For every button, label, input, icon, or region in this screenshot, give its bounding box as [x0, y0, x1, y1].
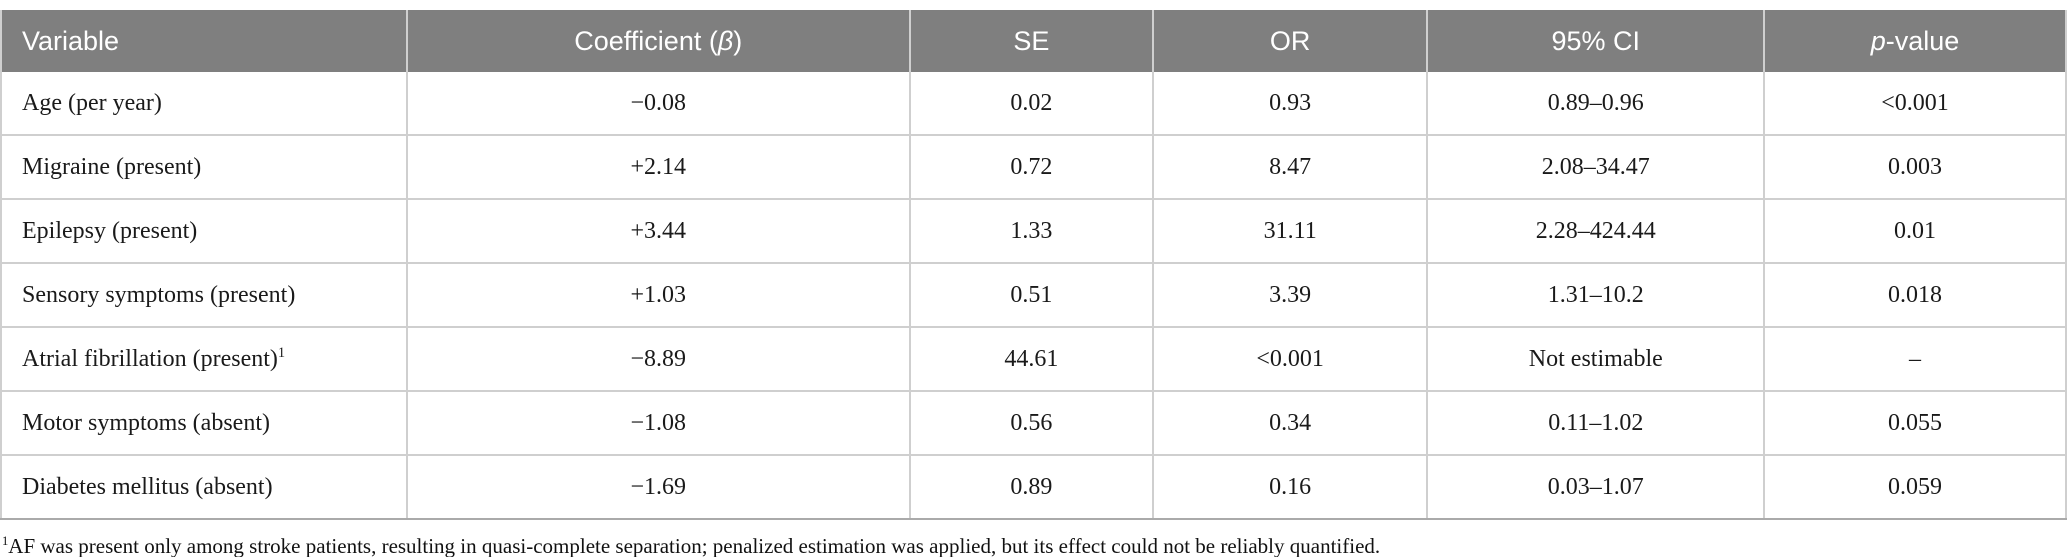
cell-ci: 2.08–34.47: [1426, 135, 1765, 200]
coefficient-label-prefix: Coefficient (: [574, 25, 718, 56]
column-header-se: SE: [909, 10, 1153, 72]
cell-coefficient: −8.89: [405, 327, 910, 392]
cell-se: 0.72: [909, 135, 1153, 200]
cell-coefficient: +3.44: [405, 199, 910, 264]
table-header: Variable Coefficient (β) SE OR 95% CI p-…: [1, 10, 2066, 72]
cell-se: 0.51: [909, 263, 1153, 328]
cell-ci: Not estimable: [1426, 327, 1765, 392]
cell-pvalue: 0.055: [1763, 391, 2066, 456]
table-row-migraine: Migraine (present) +2.14 0.72 8.47 2.08–…: [1, 135, 2066, 200]
column-header-coefficient: Coefficient (β): [405, 10, 910, 72]
cell-variable: Atrial fibrillation (present)1: [1, 327, 407, 392]
table-row-motor-symptoms: Motor symptoms (absent) −1.08 0.56 0.34 …: [1, 391, 2066, 456]
cell-coefficient: −1.69: [405, 455, 910, 520]
cell-ci: 1.31–10.2: [1426, 263, 1765, 328]
header-row: Variable Coefficient (β) SE OR 95% CI p-…: [1, 10, 2066, 72]
cell-or: <0.001: [1151, 327, 1428, 392]
cell-se: 0.89: [909, 455, 1153, 520]
cell-ci: 0.11–1.02: [1426, 391, 1765, 456]
cell-variable: Age (per year): [1, 72, 407, 136]
table-row-epilepsy: Epilepsy (present) +3.44 1.33 31.11 2.28…: [1, 199, 2066, 264]
cell-pvalue: 0.018: [1763, 263, 2066, 328]
cell-pvalue: –: [1763, 327, 2066, 392]
table-body: Age (per year) −0.08 0.02 0.93 0.89–0.96…: [1, 72, 2066, 520]
cell-or: 0.16: [1151, 455, 1428, 520]
cell-coefficient: −1.08: [405, 391, 910, 456]
cell-ci: 0.03–1.07: [1426, 455, 1765, 520]
table-row-atrial-fibrillation: Atrial fibrillation (present)1 −8.89 44.…: [1, 327, 2066, 392]
cell-pvalue: <0.001: [1763, 72, 2066, 136]
cell-variable: Diabetes mellitus (absent): [1, 455, 407, 520]
column-header-or: OR: [1151, 10, 1428, 72]
variable-label: Atrial fibrillation (present): [22, 345, 278, 372]
cell-coefficient: +1.03: [405, 263, 910, 328]
cell-variable: Epilepsy (present): [1, 199, 407, 264]
cell-variable: Motor symptoms (absent): [1, 391, 407, 456]
cell-se: 0.56: [909, 391, 1153, 456]
cell-or: 0.93: [1151, 72, 1428, 136]
cell-or: 31.11: [1151, 199, 1428, 264]
cell-coefficient: −0.08: [405, 72, 910, 136]
column-header-pvalue: p-value: [1763, 10, 2066, 72]
cell-or: 8.47: [1151, 135, 1428, 200]
logistic-regression-results-table: Variable Coefficient (β) SE OR 95% CI p-…: [0, 10, 2067, 520]
column-header-variable: Variable: [1, 10, 407, 72]
table-row-age: Age (per year) −0.08 0.02 0.93 0.89–0.96…: [1, 72, 2066, 136]
cell-or: 0.34: [1151, 391, 1428, 456]
cell-coefficient: +2.14: [405, 135, 910, 200]
cell-or: 3.39: [1151, 263, 1428, 328]
beta-symbol: β: [717, 25, 734, 56]
table-footnote: 1AF was present only among stroke patien…: [2, 534, 2067, 557]
column-header-ci: 95% CI: [1426, 10, 1765, 72]
table-row-diabetes-mellitus: Diabetes mellitus (absent) −1.69 0.89 0.…: [1, 455, 2066, 520]
cell-pvalue: 0.01: [1763, 199, 2066, 264]
table-row-sensory-symptoms: Sensory symptoms (present) +1.03 0.51 3.…: [1, 263, 2066, 328]
cell-se: 44.61: [909, 327, 1153, 392]
footnote-marker: 1: [2, 534, 9, 548]
pvalue-label-rest: -value: [1885, 25, 1960, 56]
cell-variable: Sensory symptoms (present): [1, 263, 407, 328]
cell-ci: 2.28–424.44: [1426, 199, 1765, 264]
cell-pvalue: 0.003: [1763, 135, 2066, 200]
cell-pvalue: 0.059: [1763, 455, 2066, 520]
coefficient-label-suffix: ): [733, 25, 743, 56]
cell-variable: Migraine (present): [1, 135, 407, 200]
footnote-text: AF was present only among stroke patient…: [8, 534, 1381, 557]
cell-se: 0.02: [909, 72, 1153, 136]
cell-ci: 0.89–0.96: [1426, 72, 1765, 136]
p-symbol: p: [1870, 25, 1886, 56]
cell-se: 1.33: [909, 199, 1153, 264]
footnote-marker: 1: [277, 344, 286, 361]
